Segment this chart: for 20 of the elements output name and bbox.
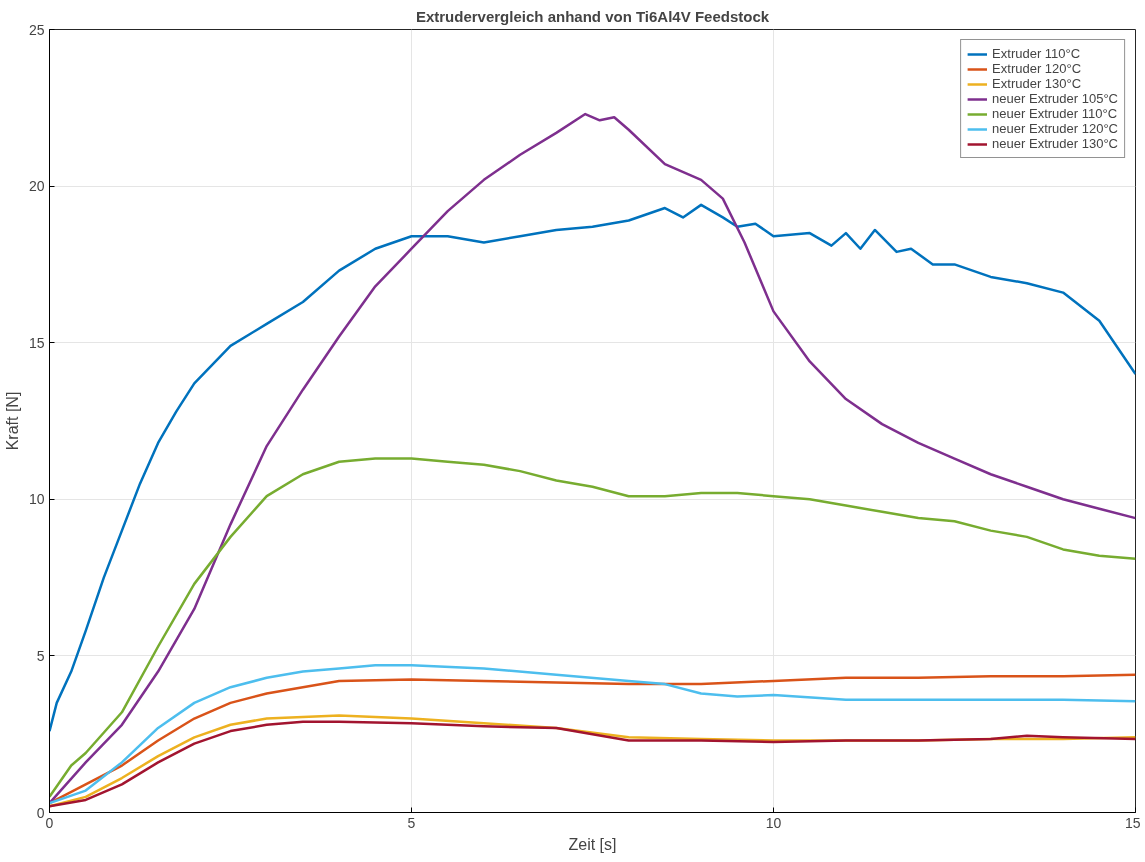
legend-label: Extruder 120°C <box>992 61 1082 76</box>
x-axis-title: Zeit [s] <box>568 835 617 853</box>
legend-label: neuer Extruder 110°C <box>992 106 1118 121</box>
y-tick-label: 15 <box>28 334 45 351</box>
x-tick-label: 10 <box>765 814 782 831</box>
y-tick-label: 20 <box>28 178 45 195</box>
y-tick-label: 25 <box>28 21 45 38</box>
legend-label: Extruder 110°C <box>992 46 1081 61</box>
legend-label: neuer Extruder 130°C <box>992 136 1118 151</box>
chart-title: Extrudervergleich anhand von Ti6Al4V Feedstock <box>415 7 770 25</box>
legend-label: neuer Extruder 105°C <box>992 91 1118 106</box>
legend-label: neuer Extruder 120°C <box>992 121 1118 136</box>
x-tick-label: 5 <box>407 814 416 831</box>
x-tick-label: 15 <box>1124 814 1141 831</box>
line-series <box>49 203 1136 733</box>
line-series <box>49 457 1136 799</box>
y-tick-label: 10 <box>28 491 45 508</box>
legend-label: Extruder 130°C <box>992 76 1082 91</box>
y-axis-title: Kraft [N] <box>3 391 21 451</box>
y-tick-label: 5 <box>36 647 45 664</box>
